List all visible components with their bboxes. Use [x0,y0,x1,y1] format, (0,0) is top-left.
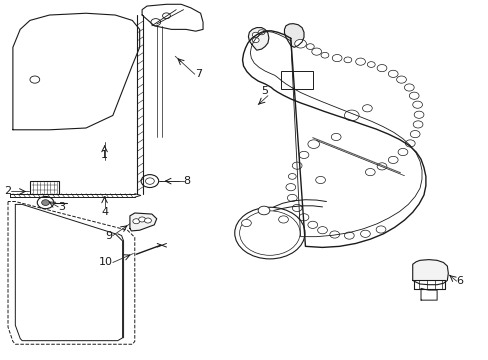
Circle shape [366,62,374,67]
Polygon shape [248,28,268,50]
Circle shape [306,44,314,49]
Circle shape [234,207,305,259]
Circle shape [365,168,374,176]
Circle shape [307,221,317,228]
Circle shape [278,216,288,223]
Circle shape [412,101,422,108]
Circle shape [405,140,414,147]
Circle shape [258,30,264,35]
Circle shape [292,204,302,212]
Circle shape [376,64,386,72]
Circle shape [141,175,158,188]
Circle shape [360,230,369,237]
Circle shape [317,226,327,234]
Circle shape [30,76,40,83]
Circle shape [412,121,422,128]
Polygon shape [130,213,157,231]
Circle shape [288,174,296,179]
Circle shape [292,162,302,169]
Circle shape [409,131,419,138]
Circle shape [408,92,418,99]
Text: 7: 7 [194,69,202,79]
Polygon shape [284,24,304,47]
Circle shape [355,58,365,65]
Text: 10: 10 [99,257,113,267]
Circle shape [151,19,160,26]
Text: 2: 2 [4,186,11,197]
Text: 1: 1 [101,150,108,160]
Text: 6: 6 [456,276,463,286]
Circle shape [387,70,397,77]
Circle shape [375,226,385,233]
Circle shape [133,219,140,224]
Circle shape [287,194,297,202]
Circle shape [239,211,300,255]
Bar [281,71,312,89]
Circle shape [41,200,49,206]
Polygon shape [412,260,447,285]
Circle shape [330,134,340,140]
Circle shape [299,214,308,221]
Polygon shape [413,280,445,289]
Circle shape [294,40,306,48]
Circle shape [329,231,339,238]
Circle shape [144,218,151,223]
Circle shape [396,76,406,83]
Circle shape [162,13,170,19]
Circle shape [376,163,386,170]
Text: 3: 3 [58,202,65,212]
Circle shape [397,148,407,156]
Circle shape [252,38,259,42]
Circle shape [285,184,295,191]
Circle shape [307,140,319,148]
Circle shape [311,48,321,55]
Circle shape [299,151,308,158]
Circle shape [315,176,325,184]
Circle shape [344,110,358,121]
Circle shape [343,57,351,63]
Circle shape [404,84,413,91]
Circle shape [362,105,371,112]
Circle shape [241,220,251,226]
Text: 9: 9 [105,231,113,240]
Circle shape [252,32,259,37]
Circle shape [331,54,341,62]
Circle shape [258,206,269,215]
Bar [30,181,59,194]
Circle shape [145,178,154,184]
Circle shape [321,52,328,58]
Circle shape [387,156,397,163]
Circle shape [37,197,54,209]
Text: 8: 8 [183,176,190,186]
Text: 4: 4 [101,207,108,217]
Circle shape [413,111,423,118]
Text: 5: 5 [261,86,267,96]
Circle shape [344,232,353,239]
Circle shape [139,217,145,222]
